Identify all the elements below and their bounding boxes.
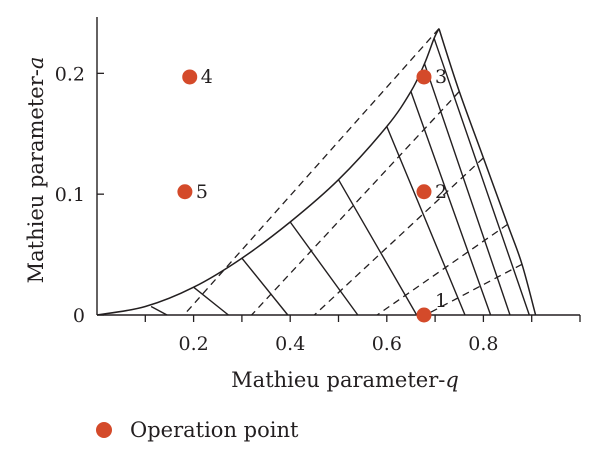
operation-point-4: [182, 69, 198, 85]
y-axis-title: Mathieu parameter-a: [24, 57, 48, 284]
axis-ticks: 0.2 0.4 0.6 0.8 0 0.1 0.2: [55, 63, 581, 355]
operation-point-5: [177, 184, 193, 200]
operation-point-2: [416, 184, 432, 200]
iso-line-dashed: [313, 157, 484, 316]
x-tick-label: 0.6: [372, 333, 402, 355]
iso-line-solid: [337, 179, 418, 316]
legend: Operation point: [96, 418, 299, 442]
iso-line-solid: [289, 221, 359, 316]
y-tick-label: 0.2: [55, 63, 85, 85]
operation-points: 1 2 3 4 5: [177, 66, 447, 323]
iso-line-dashed: [251, 91, 460, 316]
operation-point-3: [416, 69, 432, 85]
x-axis-title: Mathieu parameter-q: [231, 368, 459, 392]
operation-point-1: [416, 307, 432, 323]
iso-line-solid: [241, 257, 289, 316]
iso-line-dashed: [376, 223, 508, 316]
legend-marker: [96, 422, 112, 438]
iso-line-solid: [386, 126, 466, 316]
iso-line-dashed: [425, 263, 523, 316]
iso-line-solid: [193, 286, 229, 316]
axes: [96, 17, 580, 316]
x-tick-label: 0.8: [468, 333, 498, 355]
stability-region: [96, 28, 537, 316]
operation-point-label: 4: [201, 66, 213, 88]
iso-line-solid: [433, 38, 530, 316]
y-tick-label: 0: [73, 305, 85, 327]
iso-line-solid: [150, 305, 168, 316]
x-tick-label: 0.4: [275, 333, 305, 355]
iso-beta-lines: [150, 28, 530, 316]
iso-line-solid: [423, 63, 511, 316]
operation-point-label: 2: [435, 181, 447, 203]
operation-point-label: 3: [435, 66, 447, 88]
legend-label: Operation point: [130, 418, 299, 442]
boundary-right-edge: [438, 28, 537, 316]
operation-point-label: 5: [196, 181, 208, 203]
y-tick-label: 0.1: [55, 184, 85, 206]
iso-line-dashed: [183, 28, 440, 316]
operation-point-label: 1: [435, 290, 447, 312]
boundary-left-edge: [96, 28, 440, 316]
x-tick-label: 0.2: [178, 333, 208, 355]
